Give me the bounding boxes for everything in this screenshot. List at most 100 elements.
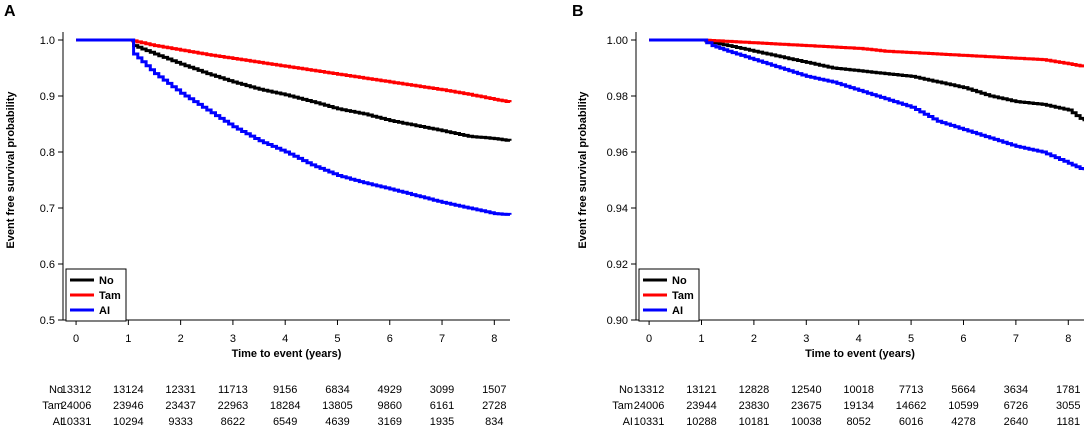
panel-a-risk-count: 9333: [168, 416, 192, 428]
panel-b-risk-count: 3634: [1004, 384, 1028, 396]
panel-b-x-tick-label: 1: [698, 333, 704, 345]
panel-a-risk-count: 24006: [61, 400, 92, 412]
panel-b-risk-count: 13312: [634, 384, 665, 396]
panel-a-legend-label-no: No: [99, 275, 114, 287]
panel-b-risk-count: 3055: [1056, 400, 1080, 412]
panel-b-risk-count: 12828: [739, 384, 770, 396]
panel-a-risk-count: 10331: [61, 416, 92, 428]
panel-a-risk-count: 4639: [325, 416, 349, 428]
panel-b-label: B: [572, 3, 584, 20]
panel-a-series-ai-line: [76, 38, 512, 216]
panel-a-risk-count: 13312: [61, 384, 92, 396]
panel-a-risk-count: 834: [485, 416, 503, 428]
panel-a-y-tick-label: 0.7: [40, 203, 55, 215]
panel-a-x-tick-label: 8: [491, 333, 497, 345]
panel-b-y-tick-label: 0.98: [607, 91, 628, 103]
panel-b-series-no-line: [649, 38, 1084, 122]
panel-b-risk-count: 7713: [899, 384, 923, 396]
panel-b-risk-count: 23830: [739, 400, 770, 412]
panel-b-x-tick-label: 6: [960, 333, 966, 345]
panel-a-legend-label-tam: Tam: [99, 290, 121, 302]
panel-b-risk-row-label: No: [619, 384, 633, 396]
panel-a-legend-label-ai: AI: [99, 305, 110, 317]
panel-a-risk-count: 22963: [218, 400, 249, 412]
panel-b-y-tick-label: 1.00: [607, 35, 628, 47]
panel-b-legend-label-ai: AI: [672, 305, 683, 317]
panel-a-y-axis-title: Event free survival probability: [5, 91, 17, 249]
panel-b-risk-count: 10018: [843, 384, 874, 396]
panel-b-risk-count: 4278: [951, 416, 975, 428]
panel-b-risk-count: 14662: [896, 400, 927, 412]
panel-a-risk-count: 2728: [482, 400, 506, 412]
panel-b-x-tick-label: 3: [803, 333, 809, 345]
panel-a-risk-count: 3099: [430, 384, 454, 396]
panel-a-x-tick-label: 0: [73, 333, 79, 345]
panel-a-risk-count: 6834: [325, 384, 349, 396]
panel-b-risk-count: 24006: [634, 400, 665, 412]
panel-a-risk-count: 9860: [378, 400, 402, 412]
panel-b-x-tick-label: 5: [908, 333, 914, 345]
panel-a-label: A: [4, 3, 16, 20]
panel-a-x-tick-label: 5: [334, 333, 340, 345]
panel-b-risk-count: 23675: [791, 400, 822, 412]
panel-b-y-tick-label: 0.96: [607, 147, 628, 159]
panel-b-y-tick-label: 0.90: [607, 315, 628, 327]
panel-b-risk-count: 10599: [948, 400, 979, 412]
panel-b-risk-count: 2640: [1004, 416, 1028, 428]
panel-b-y-tick-label: 0.94: [607, 203, 628, 215]
panel-b-risk-count: 5664: [951, 384, 975, 396]
panel-a-risk-count: 23946: [113, 400, 144, 412]
panel-a-risk-count: 1507: [482, 384, 506, 396]
panel-a-risk-count: 9156: [273, 384, 297, 396]
panel-b-x-tick-label: 4: [856, 333, 862, 345]
panel-b-risk-count: 6016: [899, 416, 923, 428]
panel-a-risk-count: 10294: [113, 416, 144, 428]
panel-b-x-axis-title: Time to event (years): [805, 348, 915, 360]
panel-b-risk-count: 10038: [791, 416, 822, 428]
panel-b-risk-count: 1781: [1056, 384, 1080, 396]
panel-b-risk-count: 19134: [843, 400, 874, 412]
panel-a-risk-count: 8622: [221, 416, 245, 428]
panel-b-legend-label-no: No: [672, 275, 687, 287]
panel-b-risk-count: 10288: [686, 416, 717, 428]
panel-a-x-tick-label: 1: [125, 333, 131, 345]
panel-a-risk-count: 6161: [430, 400, 454, 412]
panel-b-x-tick-label: 7: [1013, 333, 1019, 345]
panel-b-risk-count: 10331: [634, 416, 665, 428]
panel-b-x-tick-label: 2: [751, 333, 757, 345]
panel-b-y-tick-label: 0.92: [607, 259, 628, 271]
panel-b-x-tick-label: 8: [1065, 333, 1071, 345]
panel-b-risk-count: 23944: [686, 400, 717, 412]
panel-b-risk-row-label: AI: [623, 416, 633, 428]
panel-a-y-tick-label: 1.0: [40, 35, 55, 47]
panel-a-y-tick-label: 0.8: [40, 147, 55, 159]
panel-a-series-tam-line: [76, 38, 512, 103]
panel-b-x-tick-label: 0: [646, 333, 652, 345]
panel-a-risk-row-label: Tam: [42, 400, 63, 412]
panel-b-risk-count: 10181: [739, 416, 770, 428]
panel-b-legend-label-tam: Tam: [672, 290, 694, 302]
panel-a-risk-count: 4929: [378, 384, 402, 396]
panel-a-risk-count: 12331: [165, 384, 196, 396]
panel-a-series-no-line: [76, 38, 512, 142]
panel-a-risk-count: 1935: [430, 416, 454, 428]
panel-a-y-tick-label: 0.5: [40, 315, 55, 327]
panel-b-risk-count: 1181: [1056, 416, 1080, 428]
panel-a-x-axis-title: Time to event (years): [232, 348, 342, 360]
panel-b-risk-count: 13121: [686, 384, 717, 396]
panel-b-risk-count: 12540: [791, 384, 822, 396]
panel-a-y-tick-label: 0.9: [40, 91, 55, 103]
panel-b-risk-count: 6726: [1004, 400, 1028, 412]
panel-a-x-tick-label: 3: [230, 333, 236, 345]
panel-b-risk-row-label: Tam: [612, 400, 633, 412]
panel-b-series-ai-line: [649, 38, 1084, 171]
panel-a-risk-count: 3169: [378, 416, 402, 428]
panel-a-y-tick-label: 0.6: [40, 259, 55, 271]
panel-a-x-tick-label: 2: [178, 333, 184, 345]
panel-a-risk-count: 6549: [273, 416, 297, 428]
panel-b-y-axis-title: Event free survival probability: [577, 91, 589, 249]
panel-a-x-tick-label: 4: [282, 333, 288, 345]
panel-a-risk-count: 18284: [270, 400, 301, 412]
panel-a-risk-row-label: AI: [53, 416, 63, 428]
